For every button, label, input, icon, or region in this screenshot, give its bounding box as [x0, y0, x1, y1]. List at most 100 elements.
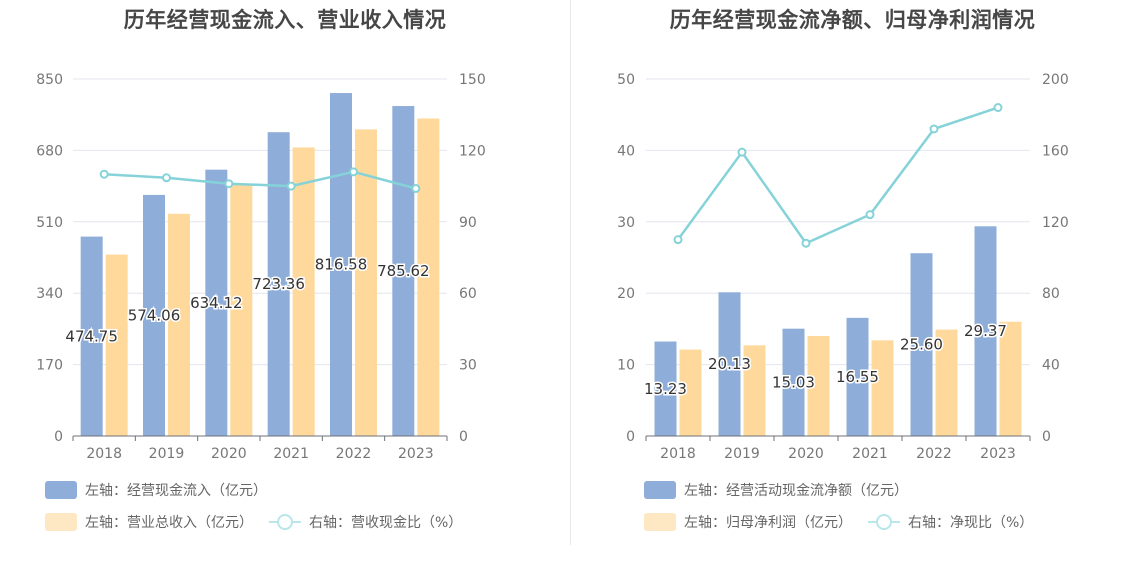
- legend-row-1: 左轴：经营现金流入（亿元）: [45, 480, 283, 500]
- line-point: [411, 183, 421, 193]
- line-point: [286, 181, 296, 191]
- y-right-tick-label: 120: [1042, 215, 1069, 231]
- y-left-tick-label: 850: [36, 72, 63, 88]
- y-left-tick-label: 680: [36, 143, 63, 159]
- data-label: 16.55: [836, 368, 879, 386]
- line-point: [349, 167, 358, 177]
- x-tick-label: 2019: [149, 446, 185, 462]
- legend-swatch: [644, 481, 676, 499]
- bar-secondary: [743, 345, 766, 436]
- bar-primary: [330, 93, 352, 436]
- line-point: [929, 124, 939, 134]
- legend-label: 左轴：经营现金流入（亿元）: [85, 483, 267, 499]
- y-right-tick-label: 0: [459, 429, 468, 445]
- x-tick-label: 2021: [852, 446, 888, 462]
- bar-secondary: [871, 340, 894, 436]
- data-label: 474.75: [65, 327, 118, 345]
- legend-swatch: [269, 513, 301, 531]
- chart-panel-right: 历年经营现金流净额、归母净利润情况 0 10 20 30 40 50 0 40 80 120 160…: [571, 0, 1134, 582]
- y-right-tick-label: 90: [459, 215, 477, 231]
- y-right-tick-label: 150: [459, 72, 486, 88]
- x-tick-label: 2023: [398, 446, 434, 462]
- y-right-tick-label: 30: [459, 358, 477, 374]
- legend-row-2: 左轴：归母净利润（亿元） 右轴：净现比（%）: [644, 512, 1049, 532]
- data-label: 723.36: [252, 275, 305, 293]
- legend-label: 右轴：营收现金比（%）: [309, 515, 463, 531]
- data-label: 25.60: [900, 336, 943, 354]
- data-label: 574.06: [128, 306, 181, 324]
- legend-label: 左轴：营业总收入（亿元）: [85, 515, 253, 531]
- x-tick-label: 2018: [86, 446, 122, 462]
- x-tick-label: 2022: [916, 446, 952, 462]
- data-label: 29.37: [964, 322, 1007, 340]
- legend-item-net-cash-flow[interactable]: 左轴：经营活动现金流净额（亿元）: [644, 480, 908, 500]
- y-left-tick-label: 50: [617, 72, 635, 88]
- series-line: [104, 170, 417, 190]
- bar-primary: [267, 132, 290, 437]
- legend-item-revenue[interactable]: 左轴：营业总收入（亿元）: [45, 512, 253, 532]
- bar-secondary: [417, 118, 440, 436]
- y-left-tick-label: 0: [626, 429, 635, 445]
- legend-item-cash-inflow[interactable]: 左轴：经营现金流入（亿元）: [45, 480, 267, 500]
- y-right-tick-label: 80: [1042, 286, 1060, 302]
- legend-item-net-cash-ratio[interactable]: 右轴：净现比（%）: [868, 512, 1033, 532]
- legend-swatch: [45, 513, 77, 531]
- x-tick-label: 2019: [724, 446, 760, 462]
- y-left-tick-label: 40: [617, 143, 635, 159]
- y-left-tick-label: 30: [617, 215, 635, 231]
- x-tick-label: 2018: [660, 446, 696, 462]
- data-label: 785.62: [377, 262, 430, 280]
- x-tick-label: 2022: [336, 446, 372, 462]
- data-label: 15.03: [772, 373, 815, 391]
- bar-secondary: [230, 184, 253, 436]
- bar-primary: [80, 236, 103, 436]
- line-point: [865, 210, 875, 220]
- series-line: [676, 106, 999, 245]
- legend-label: 左轴：归母净利润（亿元）: [684, 515, 852, 531]
- x-tick-label: 2023: [980, 446, 1016, 462]
- legend-row-1: 左轴：经营活动现金流净额（亿元）: [644, 480, 924, 500]
- x-tick-label: 2021: [273, 446, 309, 462]
- chart-plot-area: 0 170 340 510 680 850 0 30 60 90 120 150 2018 2019 202…: [36, 72, 486, 462]
- chart-panel-left: 历年经营现金流入、营业收入情况 0 170 340 510 680 850 0 30 60 90 1…: [36, 8, 486, 532]
- bar-secondary: [355, 129, 377, 436]
- bar-primary: [654, 341, 677, 436]
- chart-title: 历年经营现金流净额、归母净利润情况: [669, 8, 1036, 32]
- line-point: [737, 147, 747, 157]
- legend-row-2: 左轴：营业总收入（亿元） 右轴：营收现金比（%）: [45, 512, 478, 532]
- line-point: [993, 103, 1003, 113]
- bar-secondary: [168, 213, 190, 436]
- legend-swatch: [45, 481, 77, 499]
- x-tick-label: 2020: [788, 446, 824, 462]
- bar-secondary: [105, 254, 128, 436]
- y-left-tick-label: 340: [36, 286, 63, 302]
- bar-secondary: [807, 336, 830, 436]
- y-right-tick-label: 120: [459, 143, 486, 159]
- legend-label: 右轴：净现比（%）: [908, 515, 1034, 531]
- y-right-tick-label: 60: [459, 286, 477, 302]
- x-tick-label: 2020: [211, 446, 247, 462]
- legend-item-net-profit[interactable]: 左轴：归母净利润（亿元）: [644, 512, 852, 532]
- bar-secondary: [679, 349, 702, 436]
- data-label: 634.12: [190, 294, 243, 312]
- data-label: 13.23: [644, 380, 687, 398]
- bar-primary: [782, 328, 805, 436]
- data-label: 816.58: [315, 256, 368, 274]
- bar-secondary: [292, 147, 315, 436]
- bar-secondary: [999, 321, 1022, 436]
- bar-primary: [974, 226, 997, 436]
- y-right-tick-label: 160: [1042, 143, 1069, 159]
- chart-plot-area: 0 10 20 30 40 50 0 40 80 120 160 200 2018 2019 2020 202…: [617, 72, 1069, 462]
- bar-primary: [205, 169, 228, 436]
- y-left-tick-label: 10: [617, 358, 635, 374]
- bar-secondary: [935, 329, 958, 436]
- panel-divider: [570, 0, 571, 545]
- legend-swatch: [868, 513, 900, 531]
- y-right-tick-label: 200: [1042, 72, 1069, 88]
- legend-item-cash-ratio[interactable]: 右轴：营收现金比（%）: [269, 512, 462, 532]
- line-point: [162, 173, 171, 183]
- y-left-tick-label: 510: [36, 215, 63, 231]
- line-point: [224, 179, 234, 189]
- y-right-tick-label: 40: [1042, 358, 1060, 374]
- y-right-tick-label: 0: [1042, 429, 1051, 445]
